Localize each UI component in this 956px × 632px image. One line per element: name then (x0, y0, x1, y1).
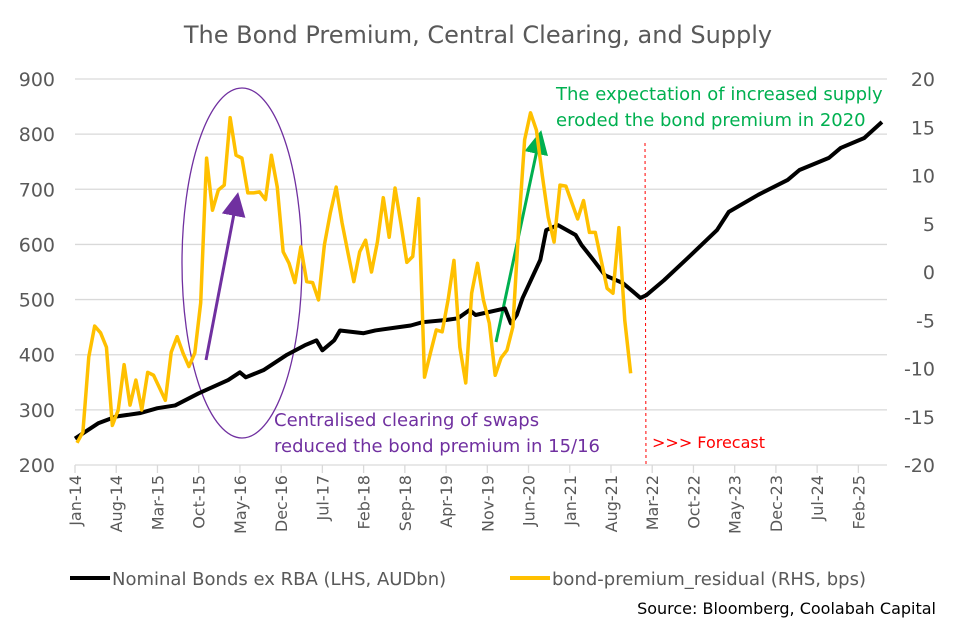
x-tick-label: Feb-18 (355, 475, 374, 529)
x-tick-label: Jan-21 (561, 475, 580, 527)
left-tick-label: 300 (19, 400, 55, 422)
right-tick-label: -10 (904, 359, 935, 381)
x-tick-label: Dec-23 (767, 475, 786, 532)
x-tick-label: Aug-21 (602, 475, 621, 532)
left-tick-label: 400 (19, 345, 55, 367)
right-tick-label: -15 (904, 407, 935, 429)
right-axis-ticks: -20 -15 -10 -5 0 5 10 15 20 (904, 69, 935, 477)
right-tick-label: 20 (911, 69, 935, 91)
x-tick-label: Feb-25 (849, 475, 868, 529)
x-tick-label: Jul-24 (808, 475, 827, 521)
left-tick-label: 200 (19, 455, 55, 477)
left-tick-label: 900 (19, 69, 55, 91)
x-tick-label: Oct-22 (684, 475, 703, 529)
x-tick-label: Apr-19 (437, 475, 456, 528)
x-axis-ticks: Jan-14 Aug-14 Mar-15 Oct-15 May-16 Dec-16 Jul-… (66, 465, 868, 534)
x-tick-label: Jan-14 (66, 475, 85, 527)
right-tick-label: 0 (923, 262, 935, 284)
series-nominal-bonds-line (73, 120, 884, 441)
supply-annotation-line2: eroded the bond premium in 2020 (556, 110, 866, 131)
x-tick-label: Mar-15 (148, 475, 167, 530)
chart-title: The Bond Premium, Central Clearing, and … (183, 21, 772, 49)
clearing-annotation-line2: reduced the bond premium in 15/16 (274, 436, 600, 457)
left-tick-label: 500 (19, 290, 55, 312)
right-tick-label: -5 (916, 310, 935, 332)
x-tick-label: Jun-20 (520, 475, 539, 527)
left-axis-ticks: 200 300 400 500 600 700 800 900 (19, 69, 55, 477)
left-tick-label: 800 (19, 124, 55, 146)
x-tick-label: May-23 (726, 475, 745, 534)
x-tick-label: Jul-17 (313, 475, 332, 521)
clearing-arrow (204, 192, 246, 361)
right-tick-label: 10 (911, 166, 935, 188)
legend: Nominal Bonds ex RBA (LHS, AUDbn) bond-p… (70, 569, 866, 590)
legend-label-nominal-bonds: Nominal Bonds ex RBA (LHS, AUDbn) (112, 569, 446, 590)
x-tick-label: Dec-16 (272, 475, 291, 532)
forecast-divider (644, 142, 647, 466)
right-tick-label: -20 (904, 455, 935, 477)
x-tick-label: Aug-14 (107, 475, 126, 532)
left-tick-label: 600 (19, 234, 55, 256)
right-tick-label: 5 (923, 214, 935, 236)
legend-label-bond-premium: bond-premium_residual (RHS, bps) (552, 569, 866, 590)
clearing-ellipse (181, 87, 303, 439)
x-tick-label: May-16 (231, 475, 250, 534)
supply-annotation-line1: The expectation of increased supply (555, 84, 883, 105)
clearing-annotation-line1: Centralised clearing of swaps (274, 410, 539, 431)
left-tick-label: 700 (19, 179, 55, 201)
x-tick-label: Sep-18 (396, 475, 415, 531)
source-note: Source: Bloomberg, Coolabah Capital (637, 599, 936, 618)
right-tick-label: 15 (911, 117, 935, 139)
x-tick-label: Nov-19 (478, 475, 497, 532)
series-bond-premium-line (75, 111, 633, 444)
x-tick-label: Mar-22 (643, 475, 662, 530)
x-tick-label: Oct-15 (190, 475, 209, 529)
forecast-label: >>> Forecast (652, 433, 765, 452)
